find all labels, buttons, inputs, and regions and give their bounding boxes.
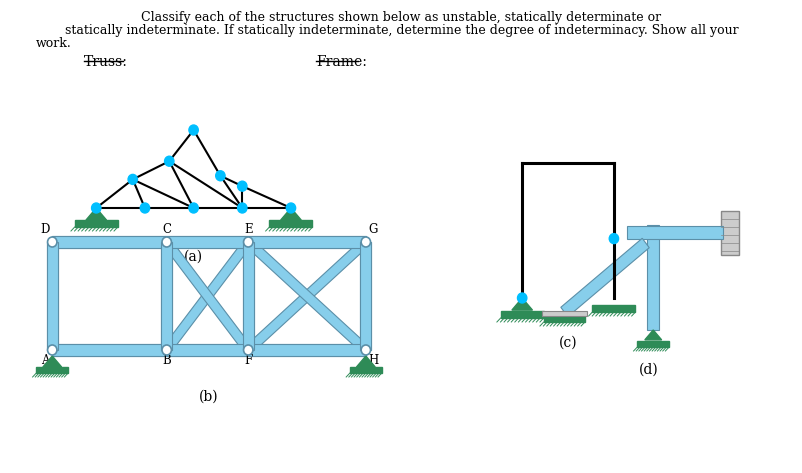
Circle shape <box>47 237 57 247</box>
Circle shape <box>243 345 253 355</box>
Text: C: C <box>162 223 171 236</box>
Bar <box>719 211 739 255</box>
Text: work.: work. <box>35 37 71 50</box>
Polygon shape <box>163 239 252 353</box>
Bar <box>161 242 172 350</box>
Polygon shape <box>511 298 532 310</box>
Circle shape <box>140 203 149 213</box>
Text: H: H <box>368 354 379 367</box>
Bar <box>543 316 584 322</box>
Bar <box>47 242 58 350</box>
Polygon shape <box>163 239 252 353</box>
Circle shape <box>361 345 370 355</box>
Text: statically indeterminate. If statically indeterminate, determine the degree of i: statically indeterminate. If statically … <box>64 24 737 37</box>
Text: (b): (b) <box>199 390 219 404</box>
Text: A: A <box>41 354 50 367</box>
Bar <box>360 242 371 350</box>
Polygon shape <box>646 225 658 330</box>
Circle shape <box>91 203 101 213</box>
Polygon shape <box>560 238 649 317</box>
Bar <box>269 220 312 227</box>
Circle shape <box>286 203 295 213</box>
Polygon shape <box>281 208 301 220</box>
Circle shape <box>609 234 618 244</box>
Text: (c): (c) <box>558 336 577 350</box>
Text: B: B <box>162 354 171 367</box>
Bar <box>541 311 586 316</box>
Circle shape <box>516 293 526 303</box>
Bar <box>592 305 634 312</box>
Bar <box>36 367 68 373</box>
Circle shape <box>164 156 174 166</box>
Text: Truss:: Truss: <box>84 55 128 69</box>
Bar <box>47 242 58 350</box>
Polygon shape <box>626 227 723 239</box>
Polygon shape <box>86 208 107 220</box>
Bar <box>52 344 366 356</box>
Bar <box>161 242 172 350</box>
Polygon shape <box>245 238 368 354</box>
Bar <box>350 367 381 373</box>
Circle shape <box>188 203 198 213</box>
Circle shape <box>216 171 225 181</box>
Text: G: G <box>368 223 378 236</box>
Circle shape <box>128 175 137 184</box>
Bar <box>500 311 543 318</box>
Text: Frame:: Frame: <box>316 55 367 69</box>
Circle shape <box>162 237 171 247</box>
Bar <box>52 236 366 248</box>
Bar <box>52 344 366 356</box>
Bar <box>242 242 253 350</box>
Polygon shape <box>245 238 368 354</box>
Text: (d): (d) <box>638 363 658 377</box>
Bar <box>52 236 366 248</box>
Circle shape <box>188 125 198 135</box>
Circle shape <box>237 203 247 213</box>
Text: (a): (a) <box>184 250 203 264</box>
Circle shape <box>237 181 247 191</box>
Circle shape <box>47 345 57 355</box>
Polygon shape <box>43 356 62 367</box>
Text: E: E <box>244 223 253 236</box>
Bar <box>637 341 668 347</box>
Polygon shape <box>356 356 375 367</box>
Bar <box>75 220 118 227</box>
Circle shape <box>162 345 171 355</box>
Circle shape <box>243 237 253 247</box>
Text: D: D <box>40 223 50 236</box>
Circle shape <box>361 237 370 247</box>
Bar <box>242 242 253 350</box>
Bar <box>360 242 371 350</box>
Polygon shape <box>644 330 661 340</box>
Text: Classify each of the structures shown below as unstable, statically determinate : Classify each of the structures shown be… <box>141 11 661 24</box>
Text: F: F <box>244 354 252 367</box>
